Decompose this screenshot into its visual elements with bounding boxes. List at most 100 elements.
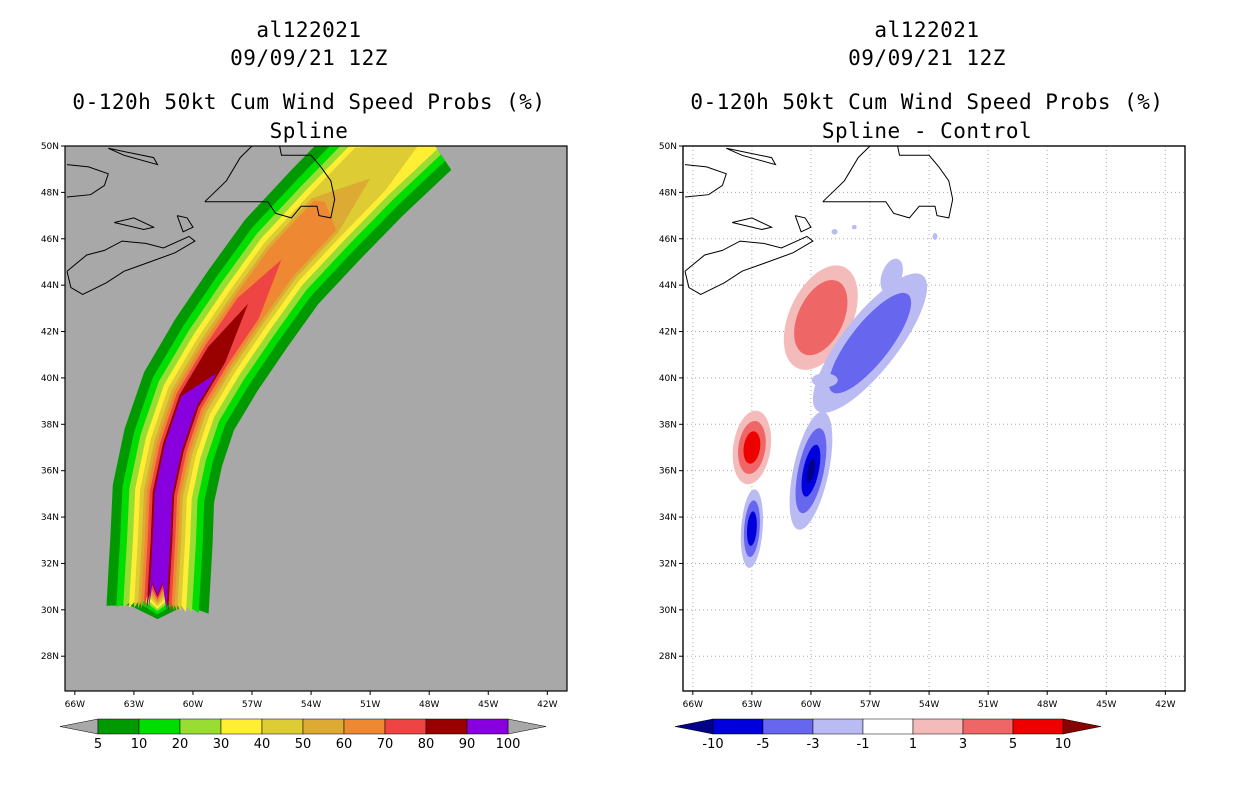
- y-tick-label: 28N: [41, 652, 59, 662]
- difference-contour--5: [746, 511, 757, 546]
- y-tick-label: 30N: [659, 606, 677, 616]
- contour-80: [146, 303, 249, 611]
- colorbar-swatch: [220, 718, 263, 735]
- y-tick-label: 36N: [41, 467, 59, 477]
- x-tick-label: 51W: [360, 700, 380, 710]
- colorbar-label: 5: [1009, 737, 1017, 752]
- x-tick-label: 63W: [124, 700, 144, 710]
- colorbar-under-arrow: [59, 718, 99, 735]
- coast-clip: [66, 146, 336, 295]
- colorbar-label: -3: [807, 737, 820, 752]
- coastline-path: [108, 147, 159, 166]
- colorbar-label: 10: [1055, 737, 1072, 752]
- x-tick-label: 42W: [1155, 700, 1175, 710]
- colorbar-swatch: [343, 718, 386, 735]
- difference-contour-3: [794, 280, 848, 356]
- colorbar-label: 100: [496, 737, 521, 752]
- storm-id-label: al122021: [874, 18, 980, 42]
- difference-contour--1: [831, 229, 838, 235]
- colorbar-swatch: [912, 718, 964, 735]
- colorbar-swatch: [466, 718, 509, 735]
- y-tick-label: 36N: [659, 467, 677, 477]
- colorbar-swatch: [1012, 718, 1064, 735]
- coastline-path: [794, 215, 812, 233]
- difference-contour--1: [880, 258, 903, 294]
- x-tick-label: 60W: [183, 700, 203, 710]
- colorbar-swatch: [425, 718, 468, 735]
- chart-title: 0-120h 50kt Cum Wind Speed Probs (%): [72, 90, 546, 114]
- colorbar-label: -5: [757, 737, 770, 752]
- colorbar-swatch: [138, 718, 181, 735]
- colorbar-swatch: [762, 718, 814, 735]
- datetime-label: 09/09/21 12Z: [230, 46, 388, 70]
- coastline: [66, 146, 336, 295]
- y-tick-label: 42N: [659, 328, 677, 338]
- difference-contours: [732, 224, 938, 568]
- colorbar-over-arrow: [1062, 718, 1102, 735]
- y-tick-label: 50N: [41, 142, 59, 152]
- storm-id-label: al122021: [256, 18, 362, 42]
- colorbar-label: -1: [857, 737, 870, 752]
- y-tick-label: 42N: [41, 328, 59, 338]
- y-tick-label: 48N: [41, 188, 59, 198]
- coastline-path: [684, 235, 814, 295]
- x-tick-label: 63W: [742, 700, 762, 710]
- y-tick-label: 38N: [41, 420, 59, 430]
- colorbar-swatch: [384, 718, 427, 735]
- x-tick-label: 48W: [1037, 700, 1057, 710]
- coast-clip: [684, 146, 954, 295]
- colorbar-label: 80: [418, 737, 435, 752]
- colorbar-label: 1: [909, 737, 917, 752]
- colorbar-label: 90: [459, 737, 476, 752]
- left-panel: al122021 09/09/21 12Z 0-120h 50kt Cum Wi…: [41, 18, 568, 752]
- coastline-path: [66, 235, 196, 295]
- difference-contour--1: [811, 373, 838, 388]
- difference-contour--10: [806, 458, 816, 483]
- plot-frame: [64, 145, 568, 692]
- y-tick-label: 50N: [659, 142, 677, 152]
- colorbar-swatch: [812, 718, 864, 735]
- y-tick-label: 34N: [659, 513, 677, 523]
- chart-subtitle: Spline: [269, 119, 349, 143]
- y-tick-label: 30N: [41, 606, 59, 616]
- coastline-path: [732, 217, 774, 231]
- coastline: [684, 146, 954, 295]
- colorbar-label: 60: [336, 737, 353, 752]
- x-tick-label: 66W: [65, 700, 85, 710]
- wind-prob-difference-map: 66W 63W 60W 57W 54W 51W 48W 45W 42W 28N 30N 32N 34N 3…: [659, 142, 1186, 752]
- x-tick-label: 45W: [478, 700, 498, 710]
- difference-contour--1: [851, 224, 857, 230]
- colorbar-swatch: [302, 718, 345, 735]
- colorbar-label: 70: [377, 737, 394, 752]
- y-tick-label: 32N: [41, 559, 59, 569]
- colorbar-swatch: [179, 718, 222, 735]
- colorbar-swatch: [862, 718, 914, 735]
- probability-contours: [106, 146, 452, 620]
- colorbar: 5 10 20 30 40 50 60 70 80 90 100: [59, 718, 547, 752]
- y-tick-label: 34N: [41, 513, 59, 523]
- coastline-path: [114, 217, 156, 231]
- x-tick-label: 54W: [919, 700, 939, 710]
- x-tick-label: 54W: [301, 700, 321, 710]
- coastline-path: [726, 147, 777, 166]
- x-tick-label: 48W: [419, 700, 439, 710]
- coastline-path: [684, 164, 727, 198]
- colorbar-swatch: [712, 718, 764, 735]
- datetime-label: 09/09/21 12Z: [848, 46, 1006, 70]
- y-tick-label: 28N: [659, 652, 677, 662]
- chart-subtitle: Spline - Control: [821, 119, 1033, 143]
- x-tick-label: 60W: [801, 700, 821, 710]
- colorbar-label: -10: [702, 737, 723, 752]
- colorbar-under-arrow: [674, 718, 714, 735]
- colorbar-label: 40: [254, 737, 271, 752]
- x-tick-label: 57W: [860, 700, 880, 710]
- contour-90: [148, 373, 217, 611]
- y-tick-label: 44N: [659, 281, 677, 291]
- coastline-path: [66, 164, 109, 198]
- y-tick-label: 48N: [659, 188, 677, 198]
- colorbar-label: 20: [172, 737, 189, 752]
- colorbar-label: 50: [295, 737, 312, 752]
- axes: 66W 63W 60W 57W 54W 51W 48W 45W 42W 28N 30N 32N 34N 3…: [41, 142, 568, 710]
- contour-10: [116, 146, 446, 615]
- x-tick-label: 42W: [537, 700, 557, 710]
